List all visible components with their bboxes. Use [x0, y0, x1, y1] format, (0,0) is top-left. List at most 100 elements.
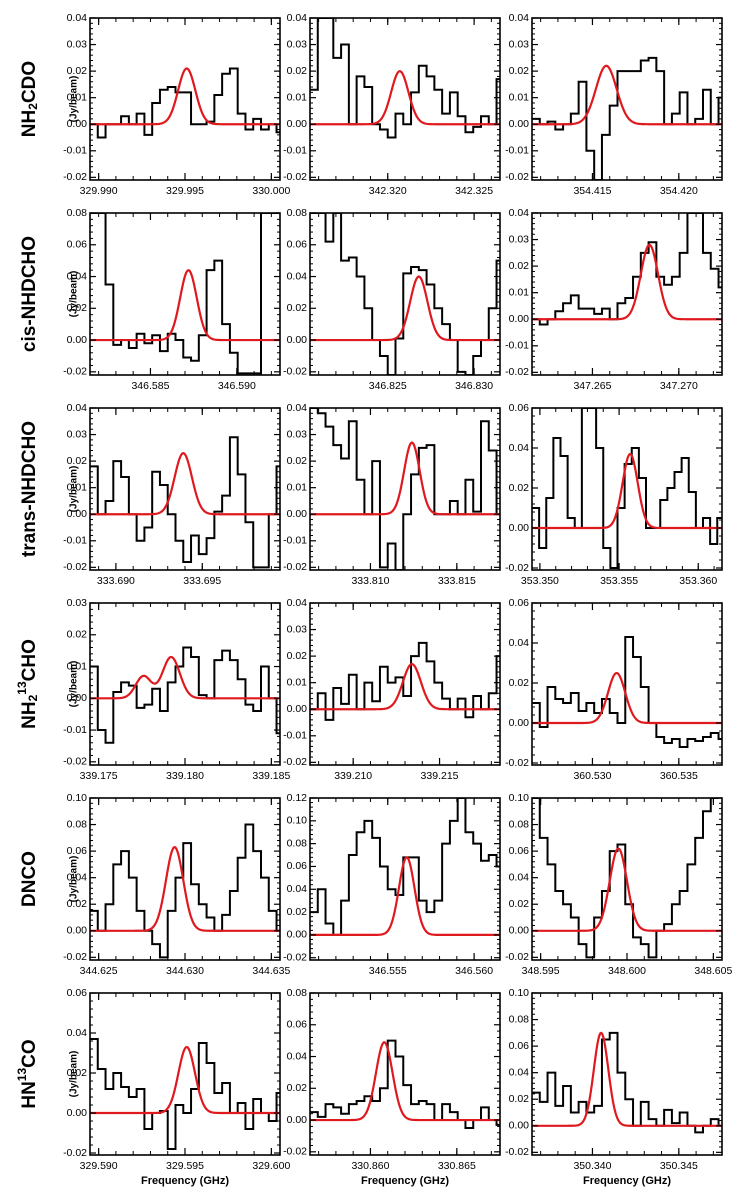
x-tick-label: 339.175	[80, 770, 118, 782]
observed-spectrum	[310, 641, 500, 721]
y-tick-label: 0.04	[509, 871, 530, 883]
spectrum-panel-r0c1: -0.02 -0.01 0.00 0.01 0.02 0.03 0.04 342.320 342…	[283, 12, 501, 197]
y-tick-label: -0.01	[63, 724, 87, 736]
y-tick-label: -0.02	[283, 366, 307, 378]
panel-frame	[309, 992, 501, 1156]
observed-spectrum	[90, 1038, 280, 1150]
y-tick-label: 0.06	[287, 860, 308, 872]
y-tick-label: -0.01	[283, 535, 307, 547]
row-label-main: DNCO	[19, 851, 40, 907]
y-tick-label: 0.02	[287, 650, 308, 662]
x-tick-label: 339.180	[166, 770, 204, 782]
x-tick-label: 346.555	[369, 965, 407, 977]
panel-frame	[309, 17, 501, 181]
y-tick-label: 0.06	[67, 239, 88, 251]
y-tick-label: -0.02	[63, 171, 87, 183]
panel-frame	[531, 992, 723, 1156]
spectrum-panel-r0c0: -0.02 -0.01 0.00 0.01 0.02 0.03 0.04 329.990 329…	[63, 12, 290, 197]
y-tick-label: 0.10	[287, 815, 308, 827]
y-tick-label: 0.02	[509, 898, 530, 910]
y-tick-label: 0.04	[509, 1066, 530, 1078]
y-tick-label: 0.00	[287, 334, 308, 346]
model-fit-curve	[310, 441, 500, 516]
spectrum-panel-r5c1: -0.02 0.00 0.02 0.04 0.06 0.08 330.860 330.865 F…	[283, 987, 501, 1187]
row-label-superscript: 13	[15, 681, 29, 695]
row-label-main: cis-NHDCHO	[19, 236, 40, 352]
row-label-subscript: 2	[26, 103, 40, 110]
panel-frame	[309, 602, 501, 766]
row-label-main: NH	[19, 110, 40, 137]
x-tick-label: 342.320	[369, 185, 407, 197]
panel-frame	[531, 407, 723, 571]
x-tick-label: 354.420	[660, 185, 698, 197]
x-tick-label: 360.535	[660, 770, 698, 782]
model-fit-curve	[532, 847, 722, 932]
y-tick-label: 0.08	[287, 207, 308, 219]
x-tick-label: 353.350	[521, 575, 559, 587]
x-tick-label: 347.265	[573, 380, 611, 392]
observed-spectrum	[532, 636, 722, 748]
y-tick-label: -0.01	[505, 340, 529, 352]
x-tick-label: 339.210	[334, 770, 372, 782]
y-axis-label: (Jy/beam)	[69, 271, 80, 318]
x-tick-label: 333.810	[351, 575, 389, 587]
observed-spectrum	[310, 1039, 500, 1129]
model-fit-curve	[532, 1031, 722, 1127]
y-tick-label: -0.02	[283, 171, 307, 183]
y-tick-label: -0.02	[63, 366, 87, 378]
panel-frame	[309, 407, 501, 571]
y-tick-label: -0.02	[63, 756, 87, 768]
x-axis-label: Frequency (GHz)	[141, 1175, 229, 1187]
spectrum-panel-r2c0: -0.02 -0.01 0.00 0.01 0.02 0.03 0.04 333.690 333…	[63, 402, 281, 587]
y-tick-label: -0.02	[505, 171, 529, 183]
y-tick-label: 0.10	[67, 792, 88, 804]
x-tick-label: 329.990	[80, 185, 118, 197]
spectrum-panel-r5c0: -0.02 0.00 0.02 0.04 0.06 329.590 329.595 329.6…	[63, 987, 290, 1187]
y-tick-label: 0.04	[509, 442, 530, 454]
model-fit-curve	[310, 856, 500, 936]
x-tick-label: 342.325	[455, 185, 493, 197]
y-tick-label: 0.12	[287, 792, 308, 804]
y-tick-label: 0.06	[509, 402, 530, 414]
x-tick-label: 344.630	[166, 965, 204, 977]
row-label-subscript: 2	[26, 694, 40, 701]
x-tick-label: 350.340	[573, 1160, 611, 1172]
spectrum-panel-r1c0: -0.02 0.00 0.02 0.04 0.06 0.08 346.585 346.590 (…	[63, 207, 281, 392]
y-tick-label: 0.00	[287, 1114, 308, 1126]
model-fit-curve	[310, 662, 500, 711]
x-tick-label: 348.595	[522, 965, 560, 977]
y-tick-label: 0.02	[287, 65, 308, 77]
spectrum-panel-r3c1: -0.02 -0.01 0.00 0.01 0.02 0.03 0.04 339.210 339…	[283, 597, 501, 782]
y-tick-label: 0.04	[509, 207, 530, 219]
x-tick-label: 346.830	[455, 380, 493, 392]
observed-spectrum	[532, 56, 722, 180]
spectrum-panel-r0c2: -0.02 -0.01 0.00 0.01 0.02 0.03 0.04 354.415 354…	[505, 12, 723, 197]
x-tick-label: 329.600	[252, 1160, 290, 1172]
y-tick-label: 0.03	[509, 233, 530, 245]
spectrum-panel-r1c1: -0.02 0.00 0.02 0.04 0.06 0.08 346.825 346.830	[283, 207, 501, 392]
y-tick-label: 0.00	[287, 508, 308, 520]
panel-frame	[89, 797, 281, 961]
y-tick-label: -0.02	[63, 951, 87, 963]
x-tick-label: 333.690	[97, 575, 135, 587]
y-tick-label: 0.04	[67, 12, 88, 24]
row-label-main: HN	[19, 1081, 40, 1108]
y-tick-label: 0.03	[287, 38, 308, 50]
y-tick-label: 0.00	[67, 692, 88, 704]
y-tick-label: 0.03	[67, 597, 88, 609]
y-tick-label: 0.02	[509, 65, 530, 77]
y-tick-label: 0.03	[67, 428, 88, 440]
y-tick-label: 0.00	[509, 522, 530, 534]
model-fit-curve	[90, 451, 280, 516]
y-axis-label: (Jy/beam)	[69, 76, 80, 123]
y-tick-label: 0.08	[509, 818, 530, 830]
model-fit-curve	[532, 64, 722, 126]
y-tick-label: 0.00	[509, 1120, 530, 1132]
model-fit-curve	[532, 452, 722, 530]
x-tick-label: 339.185	[252, 770, 290, 782]
x-tick-label: 333.815	[438, 575, 476, 587]
y-tick-label: -0.02	[505, 951, 529, 963]
spectrum-panel-r4c0: -0.02 0.00 0.02 0.04 0.06 0.08 0.10 344.625 344.…	[63, 792, 290, 977]
y-tick-label: -0.02	[283, 951, 307, 963]
y-tick-label: -0.01	[283, 145, 307, 157]
